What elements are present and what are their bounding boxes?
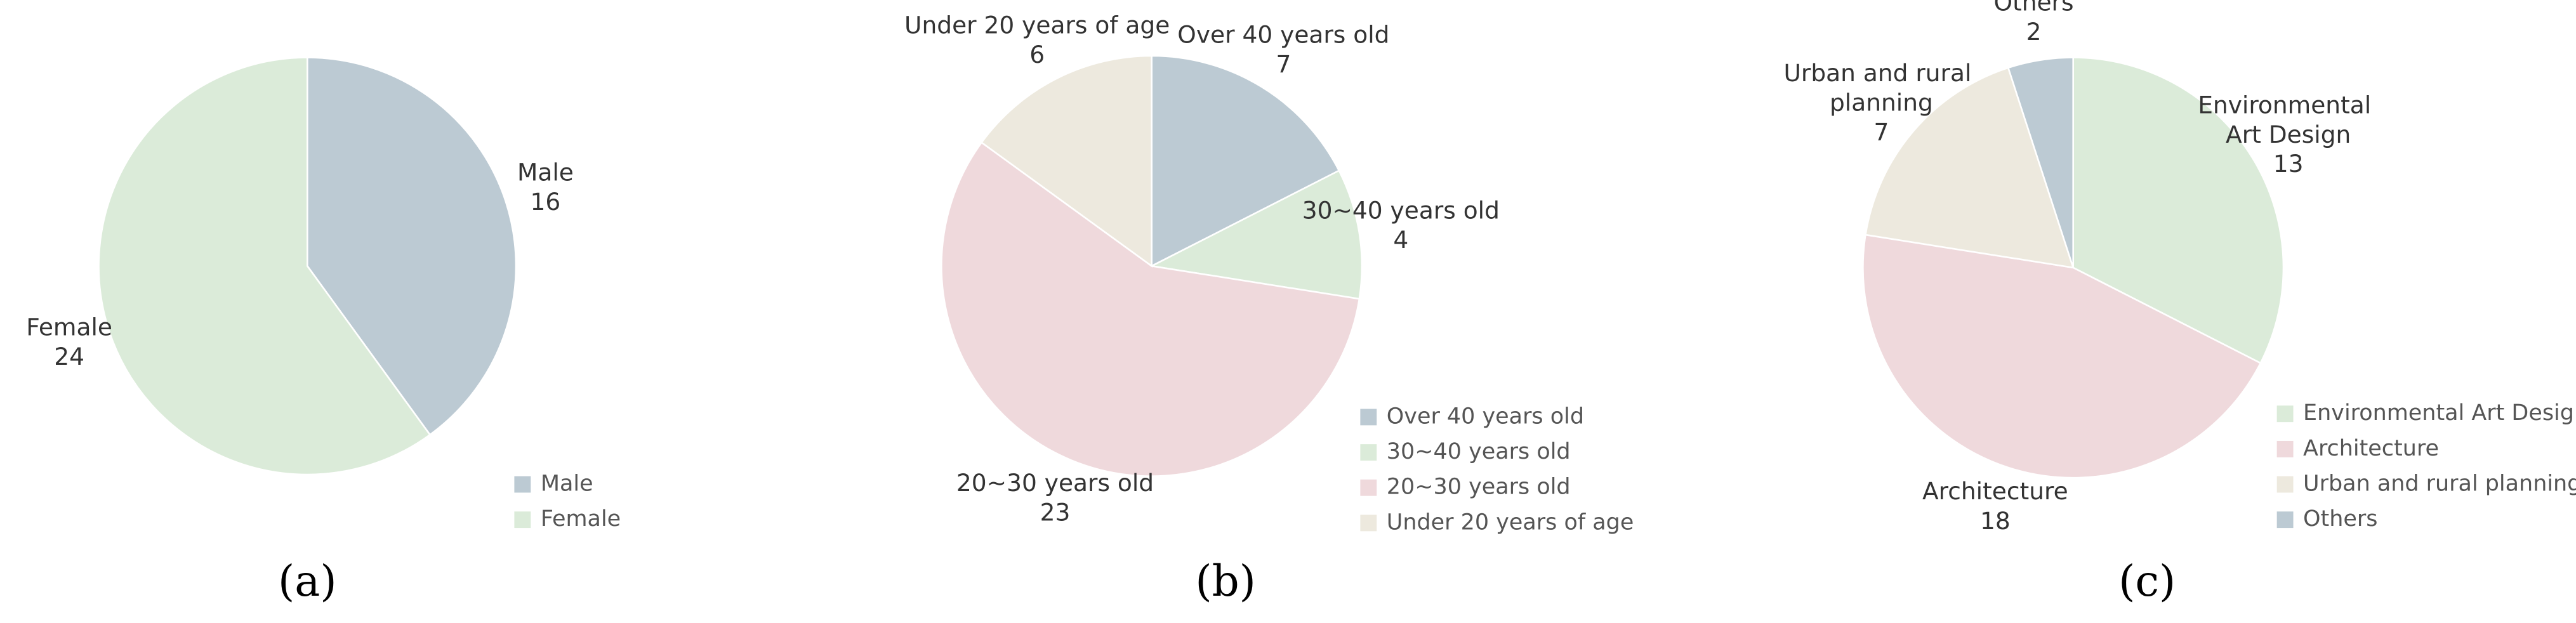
legend-label: Urban and rural planning xyxy=(2303,471,2576,497)
data-label-value: 18 xyxy=(1980,507,2011,535)
data-label-value: 16 xyxy=(531,188,561,216)
label-line: Environmental xyxy=(2198,91,2379,119)
pie-slice xyxy=(941,141,1361,477)
legend-swatch xyxy=(2276,405,2294,423)
caption: (a) xyxy=(278,556,337,606)
pie-slice xyxy=(980,55,1153,268)
label-line: Art Design xyxy=(2226,121,2351,148)
legend-label: Others xyxy=(2303,506,2377,532)
legend-swatch xyxy=(2276,476,2294,493)
legend-label: Female xyxy=(541,506,621,532)
data-label-name: Environmental Art Design xyxy=(2198,91,2379,148)
data-label-name: Male xyxy=(517,159,574,187)
data-label-value: 4 xyxy=(1393,226,1408,254)
legend-swatch xyxy=(1360,409,1377,426)
pie-slice xyxy=(1151,55,1340,268)
data-label-value: 7 xyxy=(1873,118,1889,146)
legend-label: Architecture xyxy=(2303,436,2439,461)
legend-label: Environmental Art Design xyxy=(2303,400,2576,426)
legend-swatch xyxy=(1360,444,1377,461)
label-line: Urban and rural xyxy=(1783,59,1979,87)
legend-label: 30~40 years old xyxy=(1387,439,1571,464)
pie-slice xyxy=(1149,169,1363,300)
legend-label: 20~30 years old xyxy=(1387,475,1571,500)
data-label-value: 7 xyxy=(1276,50,1291,78)
data-label-name: Over 40 years old xyxy=(1177,21,1389,49)
legend-swatch xyxy=(514,476,531,493)
data-label-value: 24 xyxy=(54,343,84,371)
legend-swatch xyxy=(1360,515,1377,532)
data-label-name: Under 20 years of age xyxy=(904,11,1170,39)
pie-slice xyxy=(98,56,432,476)
data-label-value: 23 xyxy=(1040,498,1071,526)
pie-slice xyxy=(2007,56,2075,268)
pie-slice xyxy=(1862,233,2262,479)
legend-label: Over 40 years old xyxy=(1387,403,1584,429)
data-label-name: 30~40 years old xyxy=(1302,196,1500,224)
pie-slice xyxy=(306,56,517,436)
caption: (b) xyxy=(1195,556,1256,606)
legend-label: Under 20 years of age xyxy=(1387,509,1634,535)
legend-swatch xyxy=(2276,511,2294,528)
legend-label: Male xyxy=(541,471,593,497)
data-label-name: Others xyxy=(1993,0,2073,16)
data-label-name: Architecture xyxy=(1922,477,2068,505)
legend-swatch xyxy=(1360,479,1377,496)
data-label-name: 20~30 years old xyxy=(956,469,1154,497)
label-line: planning xyxy=(1830,88,1933,116)
data-label-value: 2 xyxy=(2026,18,2042,46)
legend-swatch xyxy=(2276,440,2294,457)
legend-swatch xyxy=(514,511,531,528)
pie-slice xyxy=(2072,56,2285,365)
data-label-value: 13 xyxy=(2273,150,2304,178)
data-label-name: Urban and rural planning xyxy=(1783,59,1979,117)
data-label-value: 6 xyxy=(1029,41,1045,69)
pie-slice xyxy=(1865,67,2075,269)
data-label-name: Female xyxy=(26,313,112,341)
caption: (c) xyxy=(2118,556,2176,606)
